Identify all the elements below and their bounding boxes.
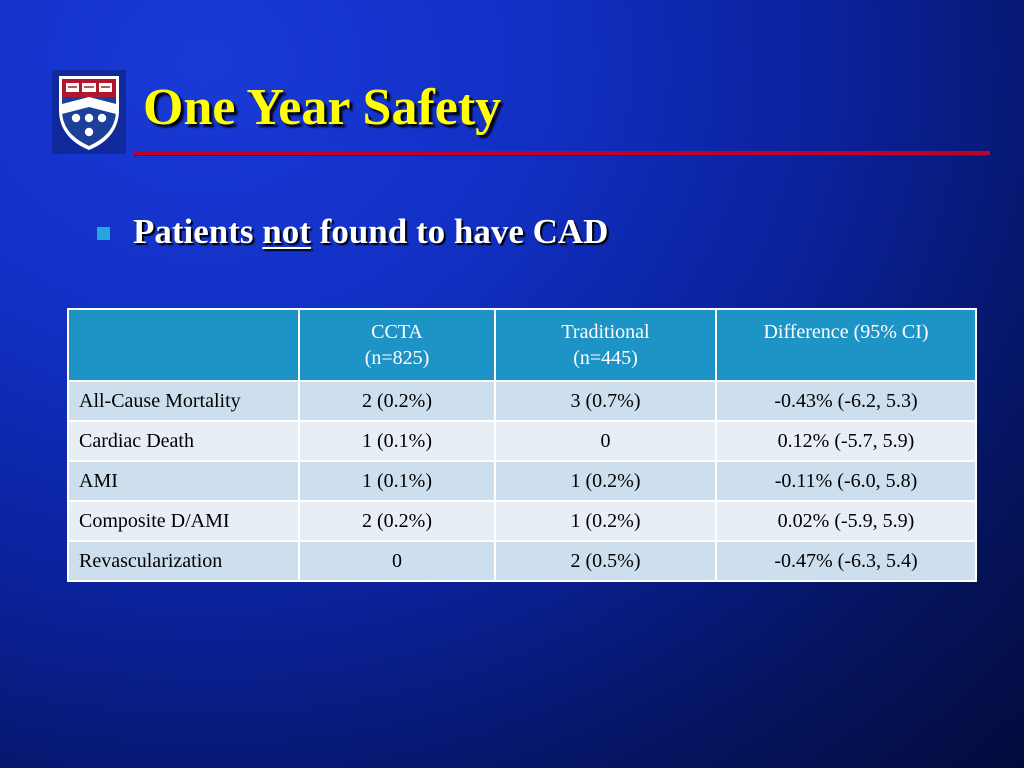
header-traditional-label: Traditional [561,321,650,343]
table-row: All-Cause Mortality 2 (0.2%) 3 (0.7%) -0… [67,380,977,422]
table-row: Revascularization 0 2 (0.5%) -0.47% (-6.… [67,540,977,582]
bullet-text-prefix: Patients [133,212,263,251]
university-shield-icon [52,70,126,154]
header-ccta-label: CCTA [371,321,423,343]
header-traditional-n: (n=445) [573,347,638,369]
header-cell-difference: Difference (95% CI) [715,308,977,382]
row-label: Cardiac Death [67,420,300,462]
row-label: All-Cause Mortality [67,380,300,422]
traditional-value: 0 [494,420,717,462]
traditional-value: 3 (0.7%) [494,380,717,422]
square-bullet-icon [97,227,110,240]
ccta-value: 1 (0.1%) [298,420,496,462]
row-label: Revascularization [67,540,300,582]
table-row: AMI 1 (0.1%) 1 (0.2%) -0.11% (-6.0, 5.8) [67,460,977,502]
header-ccta-n: (n=825) [364,347,430,369]
ccta-value: 2 (0.2%) [298,500,496,542]
ccta-value: 0 [298,540,496,582]
table-row: Cardiac Death 1 (0.1%) 0 0.12% (-5.7, 5.… [67,420,977,462]
difference-value: -0.11% (-6.0, 5.8) [715,460,977,502]
header-cell-traditional: Traditional (n=445) [494,308,717,382]
bullet-text-suffix: found to have CAD [310,212,609,251]
bullet-text: Patients not found to have CAD [133,214,608,249]
bullet-item: Patients not found to have CAD [97,214,608,249]
ccta-value: 1 (0.1%) [298,460,496,502]
table-header-row: CCTA (n=825) Traditional (n=445) Differenc… [67,308,977,382]
difference-value: -0.43% (-6.2, 5.3) [715,380,977,422]
difference-value: 0.02% (-5.9, 5.9) [715,500,977,542]
table-row: Composite D/AMI 2 (0.2%) 1 (0.2%) 0.02% … [67,500,977,542]
slide-title: One Year Safety [143,79,502,136]
ccta-value: 2 (0.2%) [298,380,496,422]
row-label: AMI [67,460,300,502]
header-cell-blank [67,308,300,382]
traditional-value: 1 (0.2%) [494,460,717,502]
bullet-text-emphasis: not [262,212,311,251]
title-underline-rule [134,151,990,155]
header-cell-ccta: CCTA (n=825) [298,308,496,382]
row-label: Composite D/AMI [67,500,300,542]
header-difference-label: Difference (95% CI) [763,321,929,343]
difference-value: 0.12% (-5.7, 5.9) [715,420,977,462]
traditional-value: 2 (0.5%) [494,540,717,582]
difference-value: -0.47% (-6.3, 5.4) [715,540,977,582]
traditional-value: 1 (0.2%) [494,500,717,542]
safety-outcomes-table: CCTA (n=825) Traditional (n=445) Differenc… [67,308,977,582]
